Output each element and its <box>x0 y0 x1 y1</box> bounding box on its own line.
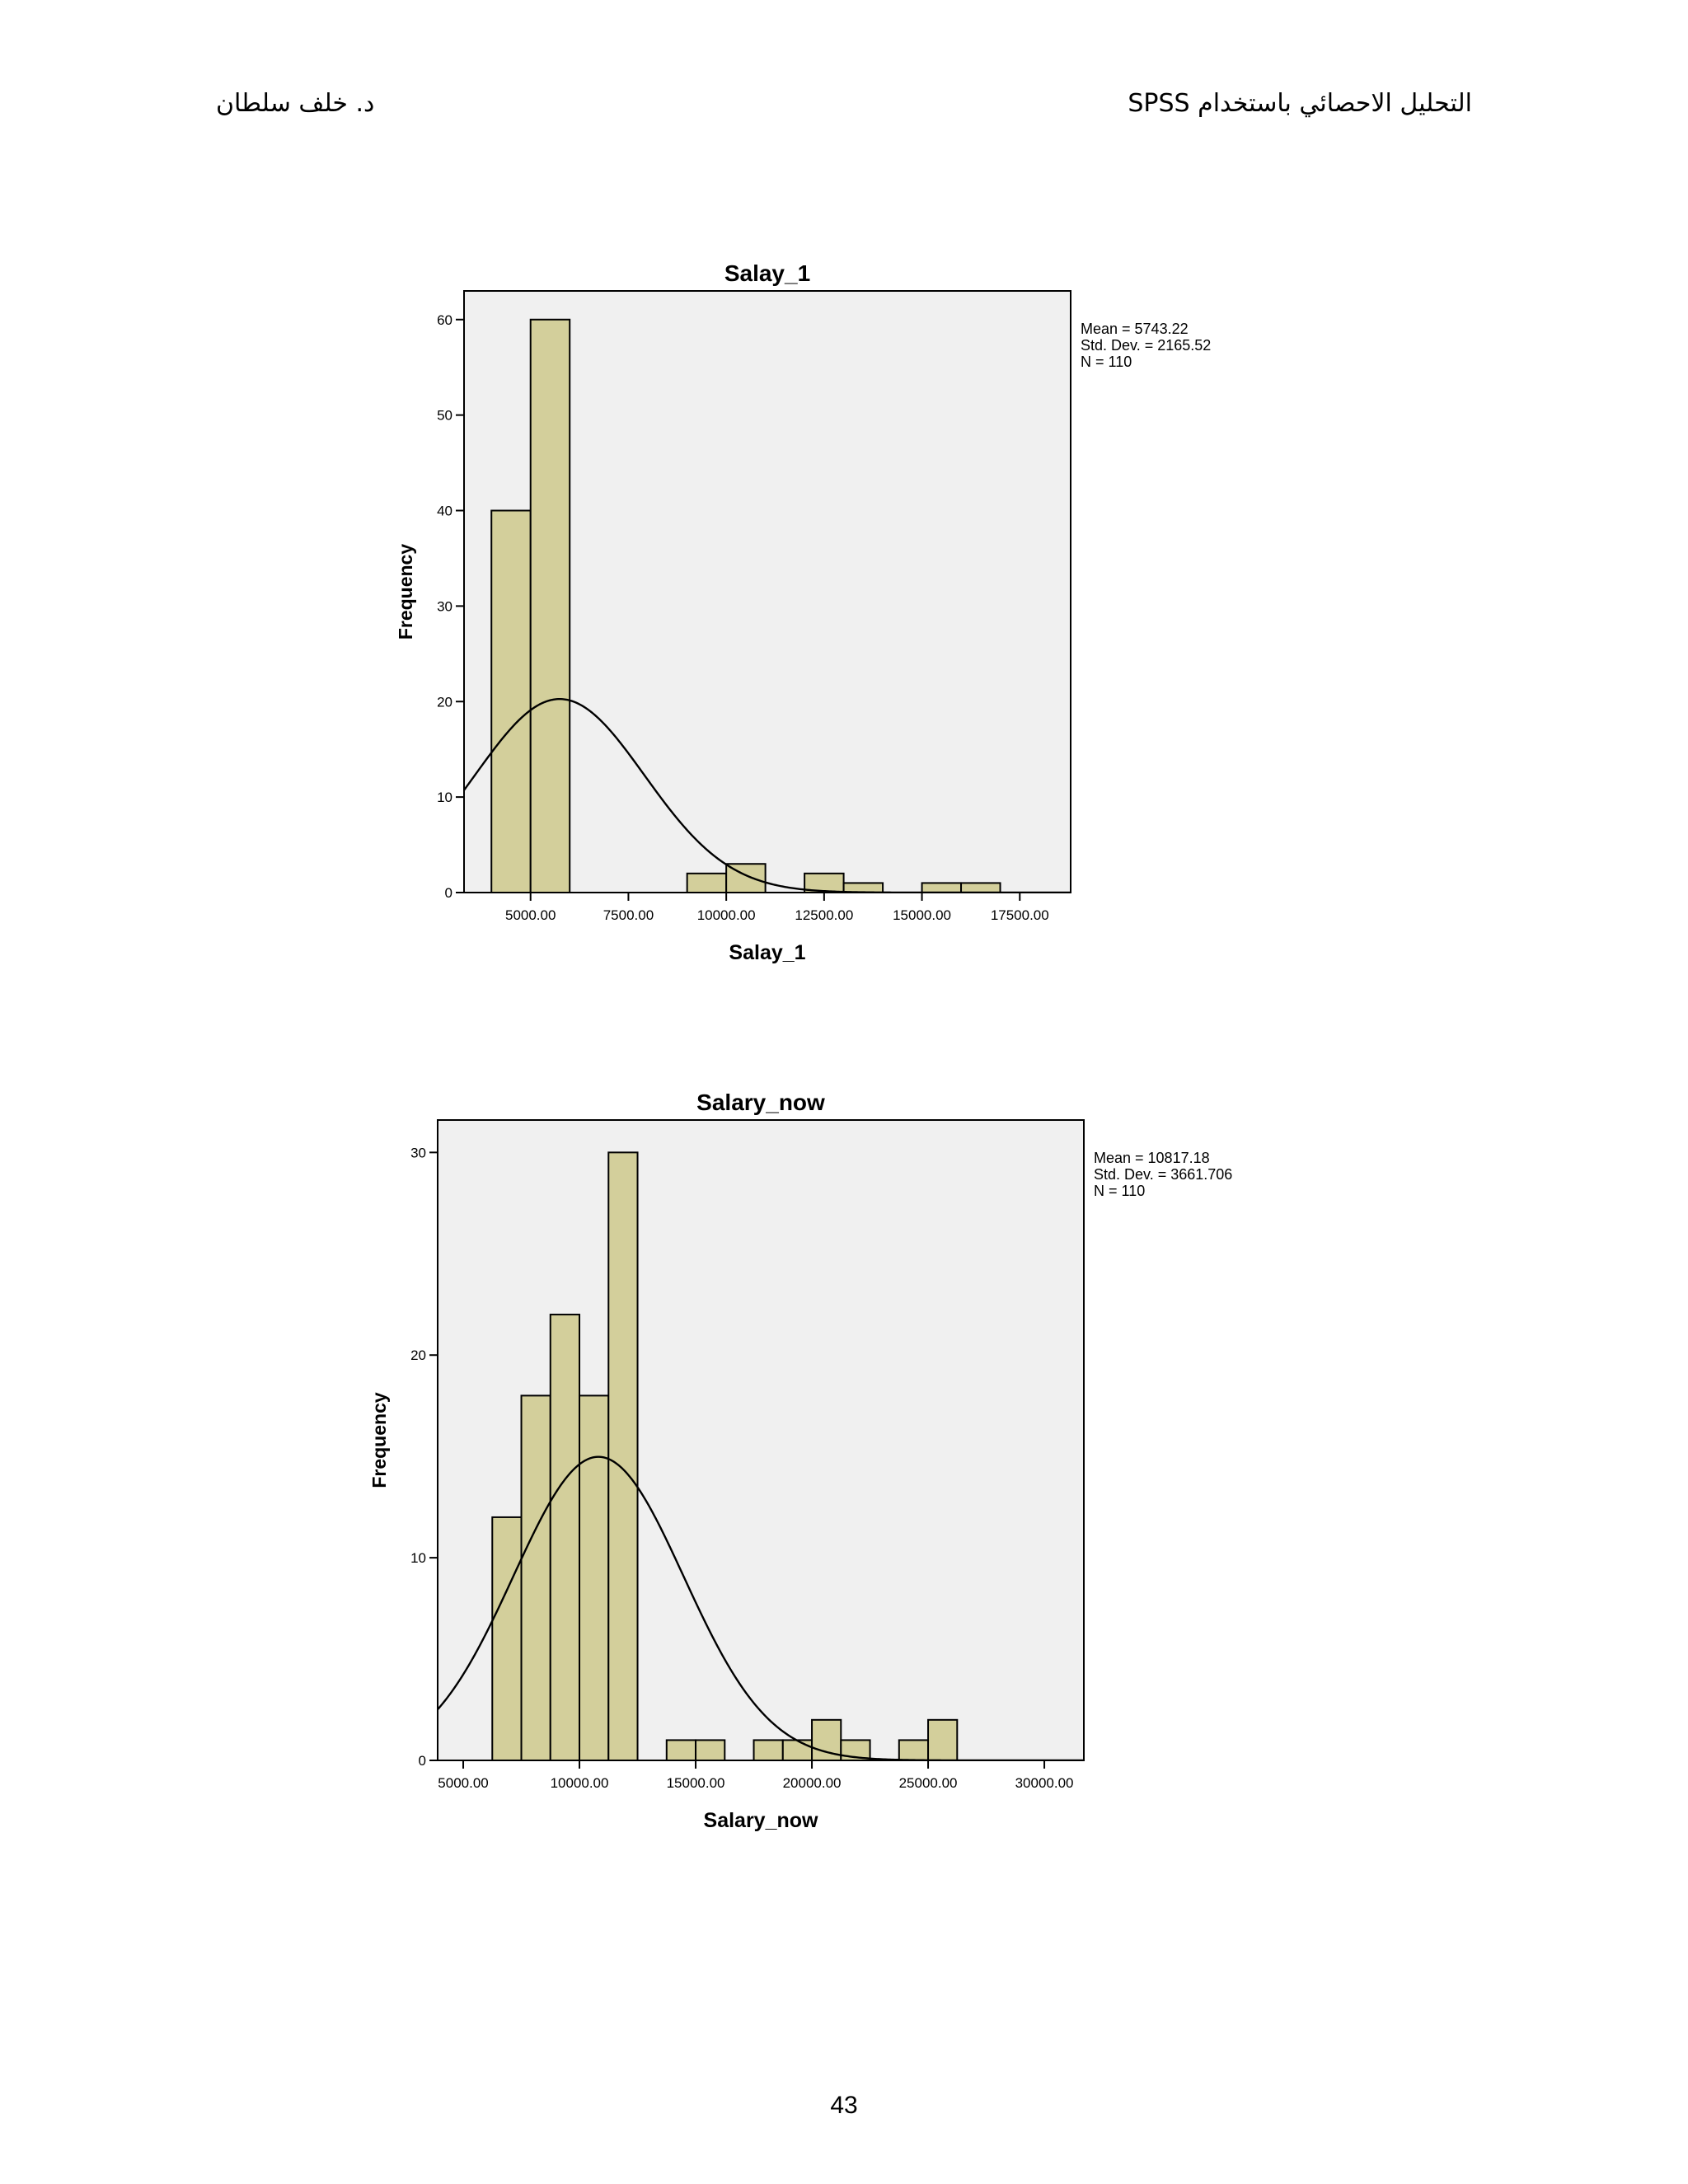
histogram-salay-1: 0 10 20 30 40 50 60 5000.00 7500.00 10000.00 12500… <box>395 260 1211 964</box>
stats-text: Mean = 10817.18 <box>1094 1150 1210 1166</box>
y-tick-label: 20 <box>437 694 452 710</box>
plot-frame <box>437 1119 1085 1761</box>
stats-text: Std. Dev. = 2165.52 <box>1081 337 1211 354</box>
histogram-bar <box>921 882 963 894</box>
x-tick-label: 10000.00 <box>551 1775 609 1791</box>
x-tick-label: 12500.00 <box>795 907 853 923</box>
histogram-bar <box>960 882 1001 894</box>
y-tick-label: 10 <box>437 790 452 805</box>
x-tick-label: 10000.00 <box>697 907 756 923</box>
y-tick-label: 20 <box>410 1347 426 1363</box>
y-tick-label: 0 <box>419 1753 426 1769</box>
histogram-bar <box>549 1314 581 1761</box>
stats-text: Mean = 5743.22 <box>1081 321 1189 337</box>
y-axis-label: Frequency <box>368 1392 390 1488</box>
y-tick-label: 50 <box>437 408 452 424</box>
x-tick-label: 5000.00 <box>438 1775 488 1791</box>
y-tick-label: 60 <box>437 312 452 328</box>
x-tick-label: 15000.00 <box>893 907 951 923</box>
chart-title: Salary_now <box>696 1090 825 1115</box>
x-tick-label: 30000.00 <box>1015 1775 1074 1791</box>
histogram-salary-now: 0 10 20 30 5000.00 10000.00 15000.00 20000.00 25… <box>368 1090 1232 1832</box>
histogram-bar <box>491 1516 523 1761</box>
histogram-bar <box>695 1739 726 1761</box>
y-tick-label: 40 <box>437 504 452 519</box>
header-title: التحليل الاحصائي باستخدام SPSS <box>1128 89 1472 118</box>
x-tick-label: 17500.00 <box>991 907 1049 923</box>
normal-curve <box>464 697 1071 893</box>
x-tick-label: 15000.00 <box>667 1775 725 1791</box>
y-tick-label: 30 <box>437 598 452 614</box>
histogram-bar <box>520 1394 551 1761</box>
y-tick-label: 0 <box>445 885 452 901</box>
histogram-bar <box>607 1151 639 1761</box>
histogram-bar <box>529 318 571 893</box>
header-author: د. خلف سلطان <box>216 89 375 118</box>
histogram-bar <box>927 1718 959 1762</box>
y-axis-label: Frequency <box>395 544 416 640</box>
histogram-bar <box>686 872 728 893</box>
x-tick-label: 25000.00 <box>899 1775 958 1791</box>
page-number: 43 <box>830 2092 858 2119</box>
x-tick-label: 20000.00 <box>783 1775 842 1791</box>
x-tick-label: 7500.00 <box>603 907 654 923</box>
stats-text: N = 110 <box>1081 354 1132 370</box>
stats-text: Std. Dev. = 3661.706 <box>1094 1166 1232 1183</box>
histogram-bar <box>753 1739 784 1761</box>
y-tick-label: 30 <box>410 1145 426 1160</box>
histogram-bar <box>665 1739 697 1761</box>
histogram-bar <box>898 1739 930 1761</box>
x-tick-label: 5000.00 <box>505 907 556 923</box>
chart-title: Salay_1 <box>724 260 810 286</box>
histogram-bar <box>490 509 532 893</box>
histogram-bar <box>781 1739 814 1761</box>
stats-text: N = 110 <box>1094 1183 1145 1199</box>
x-axis-label: Salary_now <box>704 1809 819 1832</box>
plot-frame <box>463 290 1071 893</box>
x-axis-label: Salay_1 <box>729 941 805 964</box>
y-tick-label: 10 <box>410 1550 426 1566</box>
histogram-bar <box>579 1394 610 1761</box>
